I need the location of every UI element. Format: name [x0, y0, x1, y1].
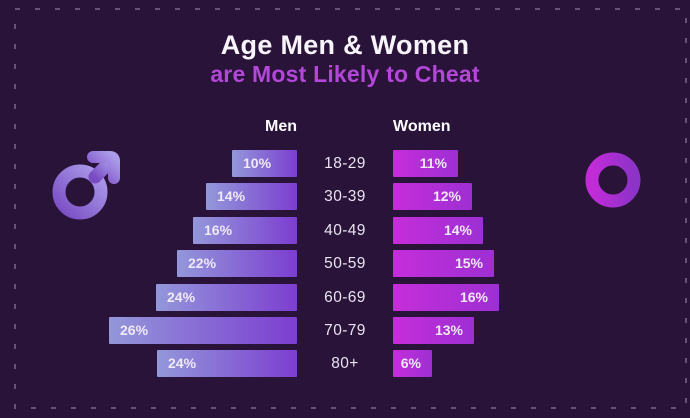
- women-bar-value: 6%: [400, 355, 421, 372]
- women-column-header: Women: [393, 118, 451, 135]
- men-bar-value: 22%: [188, 255, 217, 272]
- women-bar: 15%: [393, 250, 494, 278]
- women-bar: 14%: [393, 216, 483, 244]
- age-group-label: 18-29: [324, 155, 366, 172]
- age-group-label: 50-59: [324, 255, 366, 273]
- men-bar-zone: 22%: [75, 250, 297, 278]
- women-bar: 11%: [393, 150, 458, 177]
- women-bar-zone: 16%: [393, 283, 615, 311]
- women-bar-value: 14%: [443, 221, 472, 238]
- women-bar-value: 16%: [459, 288, 488, 305]
- men-bar: 10%: [232, 150, 297, 177]
- men-bar-value: 26%: [120, 321, 149, 338]
- men-bar: 16%: [193, 216, 297, 244]
- age-group-label: 40-49: [324, 221, 366, 239]
- women-bar-zone: 11%: [393, 150, 615, 177]
- men-column-header: Men: [265, 118, 297, 135]
- men-bar-zone: 24%: [75, 283, 297, 311]
- men-bar-value: 14%: [217, 188, 246, 205]
- women-bar-value: 13%: [434, 321, 463, 338]
- age-group-label: 70-79: [324, 321, 366, 339]
- women-bar-zone: 6%: [393, 350, 615, 378]
- men-bar: 26%: [109, 316, 297, 344]
- women-bar: 6%: [393, 350, 432, 378]
- pyramid-rows: 10% 18-29 11% 14% 30-39 12% 16% 40-49 14% 22% 50-5…: [75, 150, 615, 378]
- men-bar: 24%: [157, 350, 297, 378]
- title-line2: are Most Likely to Cheat: [210, 61, 480, 87]
- men-bar: 24%: [156, 283, 297, 311]
- pyramid-row: 26% 70-79 13%: [75, 316, 615, 344]
- women-bar: 13%: [393, 316, 474, 344]
- women-bar-zone: 14%: [393, 216, 615, 244]
- men-bar-value: 24%: [167, 288, 196, 305]
- women-bar-zone: 13%: [393, 316, 615, 344]
- age-group-label: 60-69: [324, 288, 366, 306]
- men-bar: 22%: [177, 250, 297, 278]
- men-bar-zone: 10%: [75, 150, 297, 177]
- men-bar-value: 10%: [243, 155, 272, 171]
- male-icon: [52, 151, 120, 220]
- female-icon: [585, 152, 641, 247]
- title-line1: Age Men & Women: [220, 30, 470, 60]
- pyramid-row: 24% 60-69 16%: [75, 283, 615, 311]
- age-group-label: 80+: [331, 355, 359, 373]
- men-bar-zone: 14%: [75, 183, 297, 211]
- pyramid-row: 10% 18-29 11%: [75, 150, 615, 177]
- women-bar: 16%: [393, 283, 499, 311]
- pyramid-row: 24% 80+ 6%: [75, 350, 615, 378]
- pyramid-row: 14% 30-39 12%: [75, 183, 615, 211]
- women-bar-value: 11%: [419, 155, 447, 171]
- women-bar-value: 12%: [432, 188, 461, 205]
- women-bar-zone: 12%: [393, 183, 615, 211]
- women-bar-value: 15%: [454, 255, 483, 272]
- men-bar-value: 16%: [204, 221, 233, 238]
- men-bar: 14%: [206, 183, 297, 211]
- age-group-label: 30-39: [324, 188, 366, 206]
- pyramid-row: 22% 50-59 15%: [75, 250, 615, 278]
- women-bar: 12%: [393, 183, 472, 211]
- men-bar-value: 24%: [168, 355, 197, 372]
- men-bar-zone: 26%: [75, 316, 297, 344]
- pyramid-row: 16% 40-49 14%: [75, 216, 615, 244]
- men-bar-zone: 24%: [75, 350, 297, 378]
- women-bar-zone: 15%: [393, 250, 615, 278]
- men-bar-zone: 16%: [75, 216, 297, 244]
